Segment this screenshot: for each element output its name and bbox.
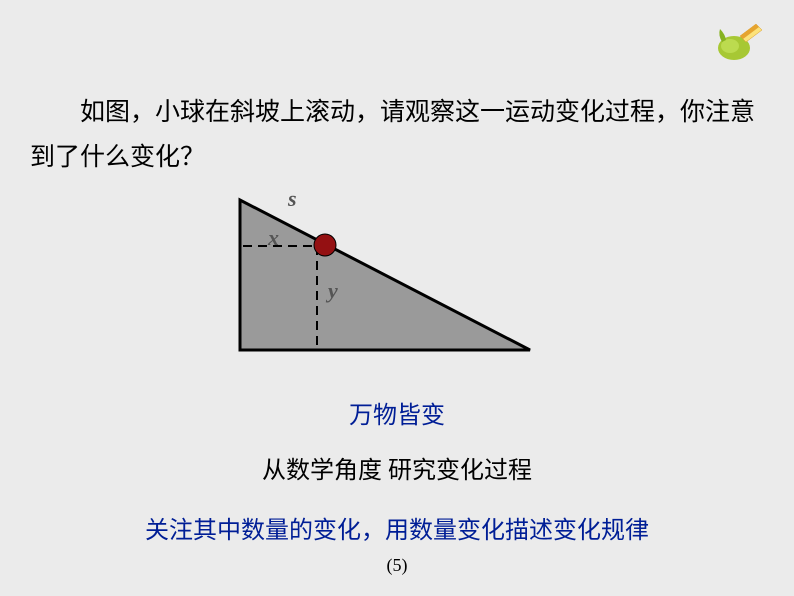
page-number: (5) xyxy=(0,555,794,576)
label-x: x xyxy=(267,225,279,250)
label-s: s xyxy=(287,190,297,211)
caption-3: 关注其中数量的变化，用数量变化描述变化规律 xyxy=(0,510,794,545)
caption-1: 万物皆变 xyxy=(0,395,794,430)
caption-2: 从数学角度 研究变化过程 xyxy=(0,450,794,485)
triangle-diagram: s x y xyxy=(210,190,540,385)
triangle-shape xyxy=(240,200,530,350)
ball-icon xyxy=(314,234,336,256)
logo-icon xyxy=(716,20,764,69)
body-text: 如图，小球在斜坡上滚动，请观察这一运动变化过程，你注意到了什么变化？ xyxy=(30,90,764,180)
